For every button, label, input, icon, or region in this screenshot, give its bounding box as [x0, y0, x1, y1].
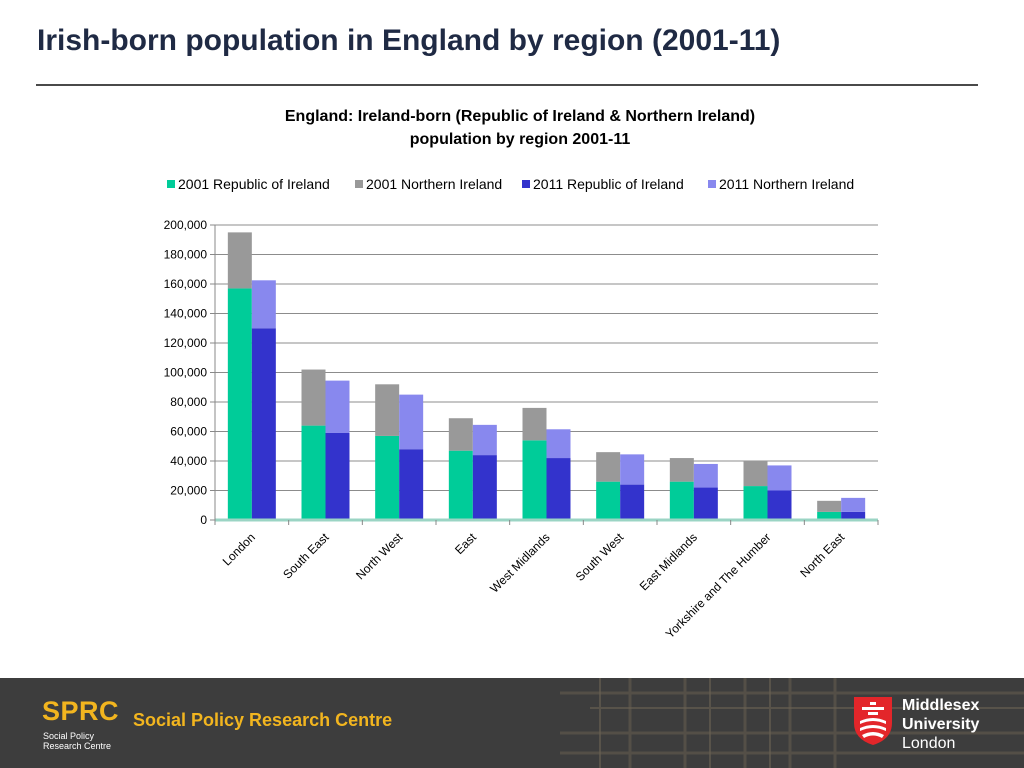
bar-segment	[251, 280, 276, 329]
bar-segment	[767, 490, 792, 520]
bar-segment	[817, 500, 842, 512]
bar-segment	[693, 487, 718, 520]
bar-segment	[841, 511, 866, 520]
bar-segment	[227, 288, 252, 520]
x-tick-label: West Midlands	[487, 530, 552, 595]
bar-segment	[693, 463, 718, 488]
stacked-bar-chart: England: Ireland-born (Republic of Irela…	[164, 108, 879, 641]
slide-title: Irish-born population in England by regi…	[37, 24, 781, 57]
y-tick-label: 100,000	[164, 366, 208, 380]
bar-segment	[325, 432, 350, 520]
legend-label: 2011 Northern Ireland	[719, 176, 854, 192]
y-tick-label: 0	[200, 513, 207, 527]
footer-bar	[0, 678, 1024, 768]
x-tick-label: North East	[797, 530, 847, 580]
bar-segment	[375, 435, 400, 520]
y-tick-label: 20,000	[170, 484, 207, 498]
bar-segment	[546, 429, 571, 459]
bar-segment	[596, 481, 621, 520]
bar-segment	[841, 497, 866, 512]
y-tick-label: 180,000	[164, 248, 208, 262]
title-divider	[36, 84, 978, 86]
university-name-line1: Middlesex	[902, 697, 980, 714]
bar-segment	[375, 384, 400, 436]
x-tick-label: London	[220, 530, 258, 568]
footer-lines-pattern	[560, 678, 1024, 768]
bar-segment	[448, 418, 473, 451]
x-tick-label: East	[452, 530, 479, 557]
bar-segment	[669, 458, 694, 482]
sprc-name: Social Policy Research Centre	[133, 710, 393, 730]
sprc-logo-subtitle-line1: Social Policy	[43, 731, 95, 741]
y-tick-label: 160,000	[164, 277, 208, 291]
university-name-line3: London	[902, 735, 956, 752]
bar-segment	[620, 454, 645, 485]
y-axis-ticks: 0 20,000 40,000 60,000 80,000 100,000 120,000 1…	[164, 218, 215, 527]
bar-segment	[251, 328, 276, 520]
y-tick-label: 120,000	[164, 336, 208, 350]
legend-label: 2001 Northern Ireland	[366, 176, 502, 192]
bar-segment	[546, 458, 571, 520]
y-tick-label: 40,000	[170, 454, 207, 468]
x-tick-label: South East	[280, 530, 332, 582]
x-tick-label: East Midlands	[637, 530, 700, 593]
x-tick-label: North West	[353, 530, 406, 583]
middlesex-shield-icon	[854, 697, 892, 745]
legend-swatch	[708, 180, 716, 188]
bar-segment	[301, 425, 326, 520]
y-tick-label: 80,000	[170, 395, 207, 409]
y-tick-label: 60,000	[170, 425, 207, 439]
y-tick-label: 200,000	[164, 218, 208, 232]
bar-segment	[743, 486, 768, 520]
university-name-line2: University	[902, 716, 980, 733]
bar-segment	[817, 511, 842, 520]
bar-segment	[399, 449, 424, 520]
chart-title: England: Ireland-born (Republic of Irela…	[285, 108, 755, 125]
bar-segment	[325, 380, 350, 433]
chart-subtitle: population by region 2001-11	[410, 131, 631, 148]
bar-segment	[227, 232, 252, 289]
y-tick-label: 140,000	[164, 307, 208, 321]
bar-segment	[522, 407, 547, 441]
bar-segment	[472, 424, 497, 456]
legend-label: 2001 Republic of Ireland	[178, 176, 330, 192]
bar-segment	[472, 455, 497, 520]
sprc-logo-subtitle-line2: Research Centre	[43, 741, 112, 751]
chart-legend: 2001 Republic of Ireland 2001 Northern Ir…	[167, 176, 854, 192]
bar-segment	[596, 452, 621, 482]
bar-segment	[522, 440, 547, 520]
legend-swatch	[522, 180, 530, 188]
x-tick-label: South West	[573, 530, 627, 584]
sprc-logo: SPRC	[42, 696, 120, 726]
bar-segment	[743, 461, 768, 487]
legend-swatch	[167, 180, 175, 188]
bar-segment	[399, 394, 424, 450]
bar-segment	[620, 484, 645, 520]
legend-label: 2011 Republic of Ireland	[533, 176, 684, 192]
bar-segment	[301, 369, 326, 426]
bar-segment	[669, 481, 694, 520]
bar-segment	[767, 465, 792, 491]
bar-segment	[448, 450, 473, 520]
bars	[215, 232, 878, 522]
x-axis-ticks: London South East North West East West Midla…	[214, 520, 879, 641]
legend-swatch	[355, 180, 363, 188]
